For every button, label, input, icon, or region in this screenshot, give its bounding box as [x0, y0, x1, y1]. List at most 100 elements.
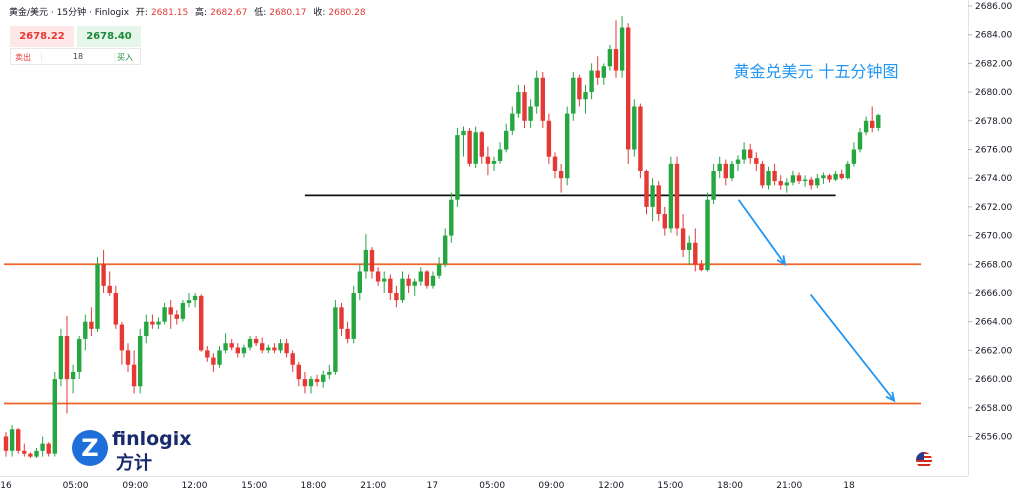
logo-brand: finlogix: [112, 428, 192, 450]
candle-body: [107, 285, 112, 293]
candle: [3, 432, 9, 457]
candle: [211, 353, 216, 372]
candle-body: [284, 343, 289, 354]
sell-button[interactable]: 卖出: [15, 53, 31, 62]
candle: [809, 176, 814, 190]
x-tick-label: 05:00: [479, 481, 505, 490]
candle-body: [778, 181, 783, 186]
candle: [821, 172, 826, 184]
candle: [333, 300, 338, 375]
candle: [638, 103, 643, 179]
buy-button[interactable]: 买入: [117, 53, 133, 62]
candle: [321, 370, 326, 388]
candle: [485, 146, 491, 176]
candle: [870, 106, 875, 133]
candle: [565, 106, 570, 186]
trend-arrow: [737, 199, 787, 266]
x-tick-label: 15:00: [241, 481, 267, 490]
y-tick-label: 2666.00: [975, 289, 1012, 299]
candle-body: [113, 292, 118, 325]
candle: [125, 343, 131, 372]
logo-brand-cn: 方计: [116, 453, 152, 474]
y-tick-label: 2676.00: [975, 145, 1012, 155]
candle: [613, 20, 619, 78]
y-tick-label: 2678.00: [975, 117, 1012, 127]
candle-body: [314, 379, 320, 382]
candle-body: [28, 453, 33, 457]
candle: [235, 343, 240, 358]
candle-body: [211, 357, 216, 365]
candle-body: [565, 113, 570, 179]
candle-body: [321, 374, 326, 382]
candle: [839, 169, 844, 180]
buy-price-button[interactable]: 2678.40: [77, 26, 141, 47]
candle: [424, 270, 430, 289]
candle: [674, 156, 680, 236]
candle-body: [863, 120, 869, 133]
quantity-input[interactable]: 18: [41, 52, 115, 62]
candle-body: [150, 321, 155, 325]
candle-body: [119, 324, 125, 351]
x-tick-label: 16: [0, 481, 12, 490]
candle: [735, 155, 741, 172]
arrow-head: [776, 255, 787, 266]
candle-body: [528, 106, 533, 121]
candle-body: [363, 249, 369, 272]
candle: [522, 84, 527, 128]
candle-body: [662, 214, 667, 229]
candle-body: [77, 338, 82, 372]
candle-body: [46, 443, 51, 454]
candle-body: [485, 156, 491, 164]
candle-body: [821, 175, 826, 179]
candle-body: [827, 175, 832, 180]
candle-body: [199, 295, 204, 351]
candle-body: [638, 106, 643, 172]
candle: [253, 336, 259, 347]
candle-body: [101, 264, 106, 286]
candle-body: [613, 49, 619, 71]
candle: [705, 192, 710, 272]
candle-body: [192, 295, 198, 301]
candle-body: [125, 350, 131, 365]
candle-body: [589, 70, 594, 93]
candle-body: [723, 163, 728, 179]
candle-body: [9, 429, 15, 451]
candle-body: [784, 182, 789, 186]
candle-body: [705, 199, 710, 271]
candle: [851, 142, 857, 167]
data-source: Finlogix: [94, 8, 130, 18]
candle-body: [656, 185, 661, 215]
sell-price-button[interactable]: 2678.22: [10, 26, 74, 47]
candle: [89, 307, 94, 337]
candle: [192, 292, 198, 308]
x-tick-label: 21:00: [776, 481, 802, 490]
candle: [9, 424, 15, 457]
candle-body: [729, 163, 735, 179]
separator: ·: [50, 8, 54, 18]
y-tick-label: 2662.00: [975, 346, 1012, 356]
candle: [388, 274, 393, 301]
candle: [357, 264, 362, 301]
candle-body: [790, 175, 796, 183]
candle-body: [296, 364, 301, 380]
trend-arrows: [737, 199, 896, 403]
x-tick-label: 18:00: [300, 481, 326, 490]
candle: [491, 156, 497, 172]
candle-body: [479, 132, 484, 157]
candle-body: [607, 49, 613, 67]
candle: [583, 84, 588, 114]
candle-body: [424, 271, 430, 286]
candle: [302, 371, 308, 394]
candle: [16, 427, 21, 454]
candle: [290, 350, 295, 372]
candle-body: [845, 163, 850, 179]
candle: [729, 160, 735, 182]
candle-body: [497, 149, 503, 161]
candle-body: [436, 264, 442, 276]
candles: [3, 16, 881, 458]
us-flag-icon[interactable]: [916, 452, 932, 468]
candle: [802, 175, 808, 187]
candle-body: [375, 271, 381, 282]
candle-body: [558, 171, 564, 179]
